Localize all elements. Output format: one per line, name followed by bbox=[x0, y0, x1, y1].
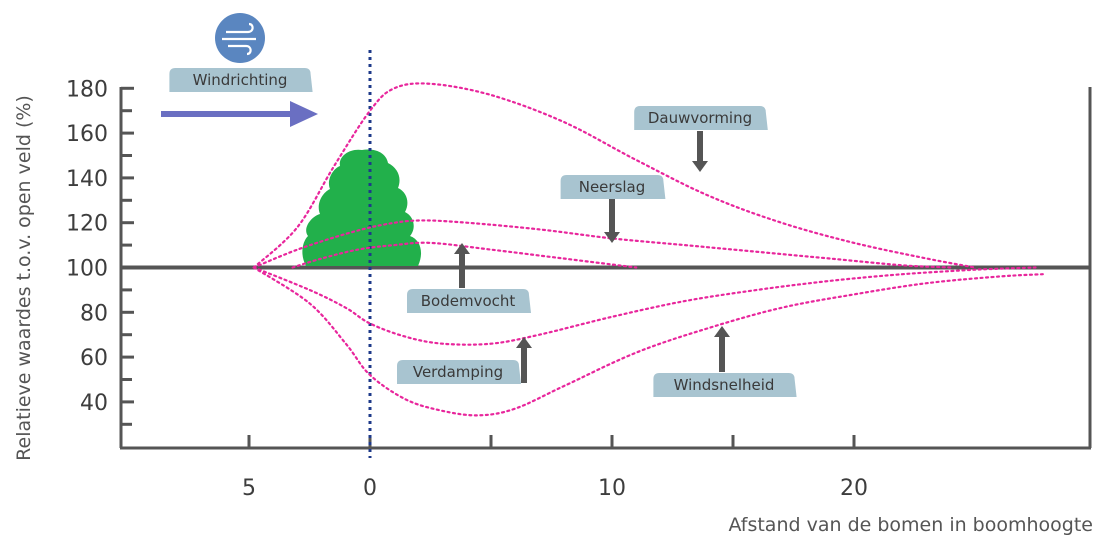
y-tick-label: 40 bbox=[80, 391, 108, 416]
wind-direction-arrow-head bbox=[290, 101, 318, 127]
series-line-dauwvorming bbox=[252, 82, 977, 269]
y-tick-label: 140 bbox=[66, 167, 108, 192]
annotation-label-bodemvocht-box bbox=[407, 289, 531, 313]
axes: 40 60 80 100 120 140 160 180 5 0 10 20 bbox=[66, 77, 1092, 501]
annotation-arrow-verdamping-head bbox=[516, 337, 532, 348]
wind-icon-stroke bbox=[226, 22, 254, 34]
series-line-windsnelheid bbox=[252, 266, 1044, 417]
series-layer bbox=[252, 82, 1044, 417]
y-tick-label: 80 bbox=[80, 301, 108, 326]
annotation-label-dauwvorming: Dauwvorming bbox=[648, 109, 752, 127]
annotation-arrow-neerslag-head bbox=[604, 232, 620, 243]
series-line-bodemvocht bbox=[291, 241, 638, 269]
wind-icon bbox=[215, 13, 265, 63]
x-tick-label: 20 bbox=[840, 476, 868, 501]
y-tick-label: 160 bbox=[66, 122, 108, 147]
series-line-neerslag bbox=[252, 219, 952, 269]
y-tick-label: 60 bbox=[80, 346, 108, 371]
annotations-layer: Dauwvorming Neerslag Bodemvocht Verdamping W… bbox=[169, 68, 797, 397]
annotation-label-verdamping-box bbox=[397, 360, 521, 384]
annotation-arrow-dauwvorming-head bbox=[692, 161, 708, 172]
annotation-arrow-windsnelheid-head bbox=[714, 326, 730, 337]
y-axis-title: Relatieve waardes t.o.v. open veld (%) bbox=[13, 95, 35, 461]
y-tick-label: 100 bbox=[66, 257, 108, 282]
x-tick-label: 0 bbox=[363, 476, 377, 501]
tree-illustration bbox=[302, 50, 422, 458]
y-tick-label: 180 bbox=[66, 77, 108, 102]
series-line-verdamping bbox=[252, 266, 1037, 346]
annotation-label-neerslag-box bbox=[560, 175, 666, 199]
annotation-label-verdamping: Verdamping bbox=[413, 363, 503, 381]
windrichting-label-box bbox=[169, 68, 313, 92]
labels-layer: Relatieve waardes t.o.v. open veld (%) A… bbox=[13, 13, 1093, 535]
annotation-label-windsnelheid-box bbox=[653, 373, 797, 397]
tree-canopy bbox=[302, 149, 422, 266]
annotation-label-neerslag: Neerslag bbox=[579, 178, 646, 196]
annotation-label-dauwvorming-box bbox=[634, 106, 768, 130]
x-tick-label: 5 bbox=[242, 476, 256, 501]
windrichting-label: Windrichting bbox=[193, 71, 288, 89]
annotation-label-windsnelheid: Windsnelheid bbox=[674, 376, 775, 394]
annotation-arrow-bodemvocht-head bbox=[454, 243, 470, 254]
x-tick-label: 10 bbox=[598, 476, 626, 501]
annotation-label-bodemvocht: Bodemvocht bbox=[421, 292, 516, 310]
wind-icon-stroke bbox=[228, 44, 252, 56]
x-axis-title: Afstand van de bomen in boomhoogte bbox=[728, 514, 1093, 535]
y-tick-label: 120 bbox=[66, 212, 108, 237]
